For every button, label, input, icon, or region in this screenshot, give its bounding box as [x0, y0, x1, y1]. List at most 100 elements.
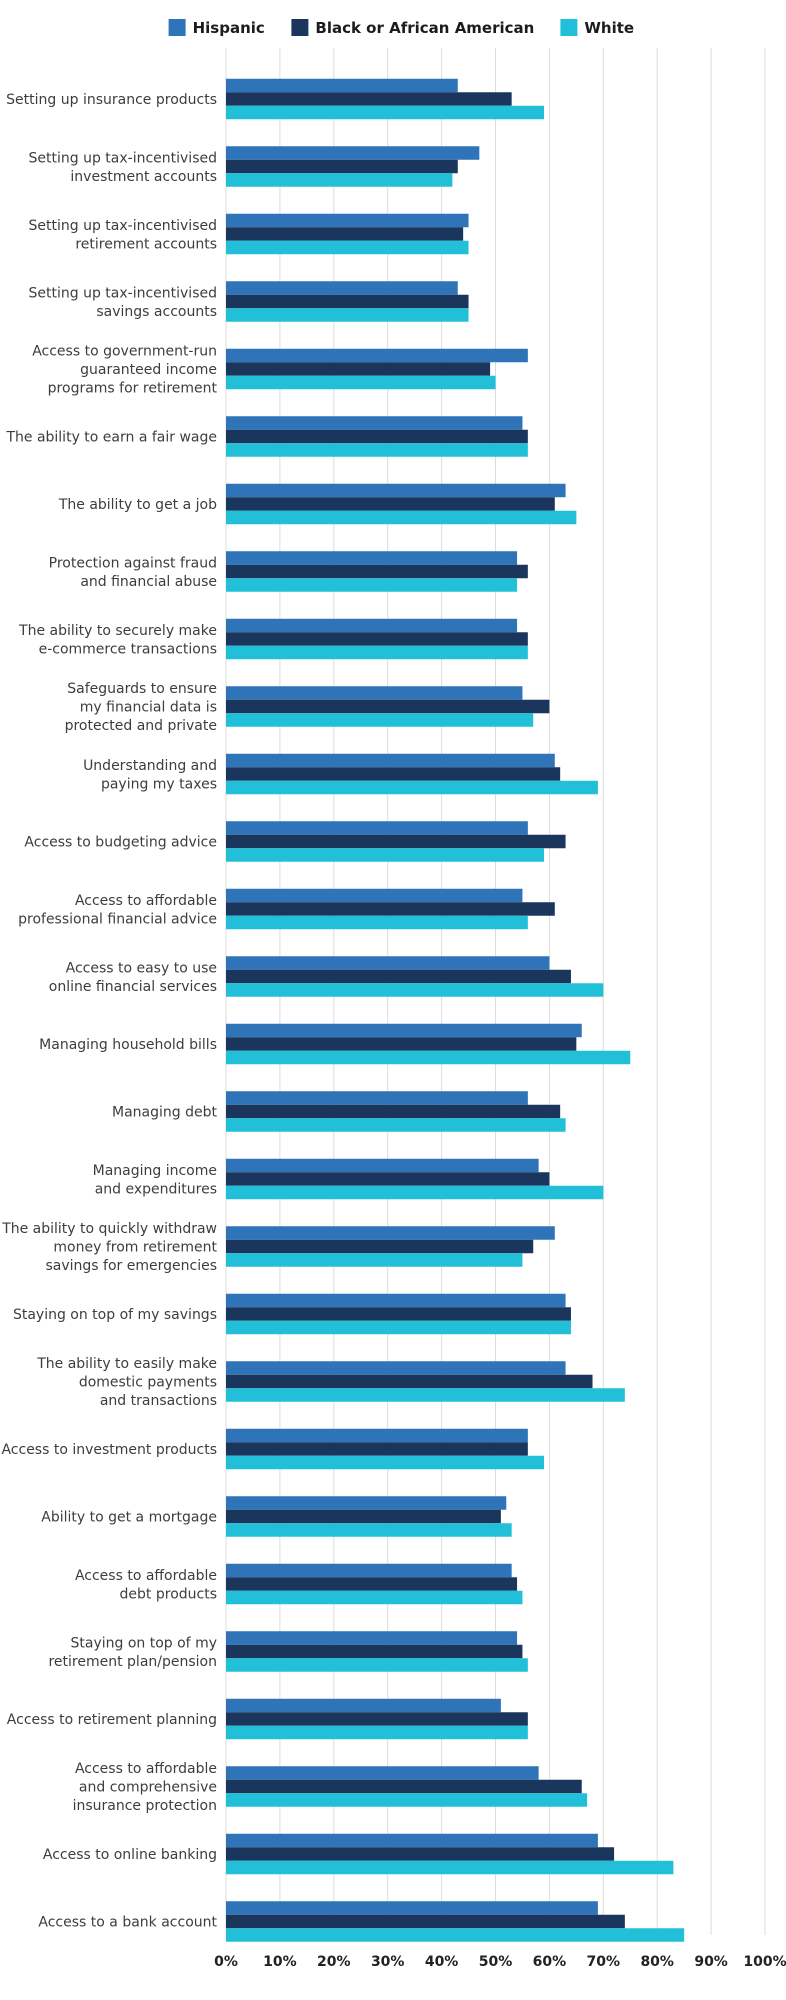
category-label: The ability to securely make	[18, 623, 217, 639]
category-label: Safeguards to ensure	[67, 681, 217, 697]
x-tick-label: 90%	[694, 1954, 728, 1970]
bar	[226, 1374, 593, 1389]
category-labels: Setting up insurance products Setting up …	[1, 92, 217, 1931]
bar	[226, 146, 480, 160]
category-label: retirement plan/pension	[48, 1654, 217, 1670]
legend[interactable]: Hispanic Black or African American White	[168, 19, 635, 37]
category-label: domestic payments	[79, 1375, 217, 1391]
bar	[226, 227, 464, 241]
bar	[226, 1577, 518, 1591]
bar	[226, 1239, 534, 1254]
bar	[226, 1712, 528, 1726]
bar	[226, 983, 604, 997]
x-tick-label: 40%	[425, 1954, 459, 1970]
bar	[226, 1293, 566, 1308]
bar	[226, 1928, 685, 1942]
bar	[226, 564, 528, 579]
category-label: Access to a bank account	[38, 1915, 217, 1931]
bar	[226, 1766, 539, 1780]
bar	[226, 834, 566, 849]
x-tick-label: 100%	[743, 1954, 786, 1970]
bar	[226, 1563, 512, 1578]
bar	[226, 1779, 582, 1794]
bar	[226, 173, 453, 187]
bar	[226, 1496, 507, 1510]
category-label: The ability to easily make	[36, 1356, 217, 1372]
category-label: Access to online banking	[43, 1847, 217, 1863]
bar	[226, 632, 528, 646]
category-label: Setting up tax-incentivised	[29, 218, 218, 234]
bar	[226, 848, 545, 862]
category-label: my financial data is	[80, 700, 217, 716]
category-label: Staying on top of my savings	[13, 1307, 217, 1323]
bar	[226, 294, 469, 309]
category-label: Access to budgeting advice	[24, 835, 217, 851]
bar	[226, 92, 512, 106]
bar	[226, 1320, 571, 1335]
bar	[226, 686, 523, 700]
category-label: Access to affordable	[75, 1568, 217, 1584]
bar	[226, 699, 550, 714]
bar	[226, 1185, 604, 1200]
category-label: Access to investment products	[1, 1442, 217, 1458]
bar	[226, 443, 528, 457]
bar	[226, 915, 528, 930]
x-tick-label: 80%	[640, 1954, 674, 1970]
category-label: Access to affordable	[75, 893, 217, 909]
legend-label[interactable]: Hispanic	[193, 19, 265, 37]
category-label: protected and private	[65, 718, 217, 734]
category-label: Setting up tax-incentivised	[29, 285, 218, 301]
bar	[226, 1631, 518, 1645]
category-label: Staying on top of my	[71, 1635, 218, 1651]
category-label: Setting up insurance products	[6, 92, 217, 108]
bar	[226, 956, 550, 970]
bar	[226, 1118, 566, 1132]
bar	[226, 308, 469, 322]
bar	[226, 1833, 598, 1848]
x-axis-tick-labels: 0% 10% 20% 30% 40% 50% 60% 70% 80% 90% 100%	[214, 1954, 786, 1970]
bar	[226, 821, 528, 835]
bar	[226, 888, 523, 903]
category-label: Understanding and	[83, 758, 217, 774]
x-tick-label: 60%	[533, 1954, 567, 1970]
bar	[226, 713, 534, 727]
legend-swatch[interactable]	[291, 19, 309, 36]
bar	[226, 1509, 501, 1524]
bar	[226, 1698, 501, 1713]
bar	[226, 753, 555, 768]
category-label: investment accounts	[70, 169, 217, 185]
bar	[226, 1104, 561, 1119]
bar	[226, 1590, 523, 1605]
bar	[226, 645, 528, 660]
bar	[226, 1361, 566, 1375]
category-label: Access to government-run	[32, 344, 217, 360]
category-label: Setting up tax-incentivised	[29, 150, 218, 166]
category-label: Managing household bills	[39, 1037, 217, 1053]
bar	[226, 969, 571, 984]
bar	[226, 1172, 550, 1186]
legend-swatch[interactable]	[560, 19, 578, 36]
bar	[226, 105, 545, 120]
category-label: Ability to get a mortgage	[41, 1510, 217, 1526]
x-tick-label: 20%	[317, 1954, 351, 1970]
category-label: Access to retirement planning	[7, 1712, 217, 1728]
category-label: online financial services	[49, 979, 217, 995]
category-label: professional financial advice	[18, 911, 217, 927]
category-label: and transactions	[100, 1393, 217, 1409]
bar	[226, 429, 528, 444]
legend-label[interactable]: Black or African American	[315, 19, 534, 37]
bar	[226, 483, 566, 498]
bar	[226, 1847, 615, 1861]
bar	[226, 1914, 625, 1929]
legend-label[interactable]: White	[584, 19, 634, 37]
bar	[226, 1523, 512, 1537]
x-tick-label: 10%	[263, 1954, 297, 1970]
bar	[226, 1901, 598, 1915]
category-label: and financial abuse	[80, 574, 217, 590]
category-label: programs for retirement	[48, 381, 218, 397]
bar	[226, 78, 458, 93]
bar	[226, 767, 561, 781]
category-label: debt products	[120, 1586, 217, 1602]
legend-swatch[interactable]	[168, 19, 186, 36]
category-label: paying my taxes	[101, 776, 217, 792]
